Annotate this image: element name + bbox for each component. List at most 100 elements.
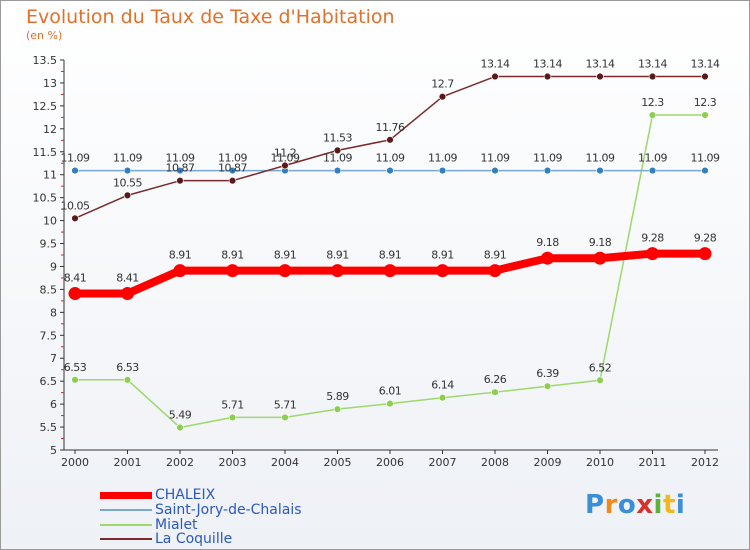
chart-title: Evolution du Taux de Taxe d'Habitation — [26, 6, 395, 28]
data-point-chaleix — [646, 247, 659, 261]
data-point-chaleix — [121, 287, 134, 301]
data-point-la-coquille — [386, 136, 394, 144]
data-label-mialet: 6.52 — [589, 361, 612, 374]
data-point-mialet — [123, 376, 132, 384]
data-point-chaleix — [68, 287, 82, 301]
data-point-mialet — [333, 405, 342, 413]
data-point-chaleix — [436, 264, 449, 278]
data-label-chaleix: 9.18 — [536, 236, 559, 249]
data-label-mialet: 6.01 — [379, 385, 402, 398]
data-point-la-coquille — [648, 72, 657, 81]
data-point-saint-jory-de-chalais — [228, 166, 237, 175]
logo-letter: x — [636, 490, 654, 520]
data-point-chaleix — [331, 264, 344, 278]
legend-swatch-chaleix — [100, 492, 152, 499]
data-point-chaleix — [698, 247, 712, 261]
data-point-la-coquille — [333, 146, 342, 155]
data-point-chaleix — [226, 264, 239, 278]
legend-swatch-la-coquille — [100, 538, 152, 540]
x-tick-label: 2009 — [534, 456, 562, 469]
data-label-la-coquille: 13.14 — [533, 58, 562, 71]
data-label-saint-jory-de-chalais: 11.09 — [586, 152, 615, 165]
y-tick-label: 9 — [50, 260, 57, 273]
y-tick-label: 6 — [50, 398, 57, 411]
chart-unit-label: (en %) — [26, 29, 63, 42]
y-tick-label: 10 — [43, 215, 57, 228]
data-point-mialet — [596, 376, 604, 384]
data-point-la-coquille — [543, 72, 552, 81]
x-tick-label: 2002 — [166, 456, 194, 469]
legend-label-chaleix: CHALEIX — [155, 487, 216, 503]
data-label-mialet: 6.26 — [484, 373, 507, 386]
data-label-chaleix: 8.91 — [326, 249, 349, 262]
data-label-saint-jory-de-chalais: 11.09 — [533, 152, 562, 165]
data-label-mialet: 5.49 — [169, 409, 192, 422]
logo-letter: i — [653, 490, 663, 520]
x-tick-label: 2005 — [324, 456, 352, 469]
data-label-saint-jory-de-chalais: 11.09 — [428, 152, 457, 165]
data-point-mialet — [543, 382, 552, 390]
legend-label-la-coquille: La Coquille — [155, 531, 233, 547]
logo-letter: P — [585, 490, 605, 520]
x-tick-label: 2001 — [114, 456, 142, 469]
data-label-la-coquille: 13.14 — [638, 58, 667, 71]
legend-swatch-mialet — [100, 524, 152, 526]
x-tick-label: 2012 — [691, 456, 719, 469]
data-label-la-coquille: 10.87 — [166, 162, 195, 175]
data-label-la-coquille: 10.55 — [113, 176, 142, 189]
y-tick-label: 11 — [43, 169, 57, 182]
data-label-mialet: 12.3 — [694, 96, 717, 109]
data-label-la-coquille: 13.14 — [481, 58, 510, 71]
data-label-la-coquille: 13.14 — [691, 58, 720, 71]
y-tick-label: 12.5 — [33, 100, 58, 113]
y-tick-label: 10.5 — [33, 192, 58, 205]
data-label-mialet: 12.3 — [641, 96, 664, 109]
x-tick-label: 2010 — [586, 456, 614, 469]
data-point-saint-jory-de-chalais — [333, 166, 342, 175]
data-point-la-coquille — [71, 214, 79, 222]
y-tick-label: 7.5 — [40, 329, 58, 342]
data-point-saint-jory-de-chalais — [648, 166, 657, 175]
data-point-la-coquille — [123, 191, 132, 200]
data-label-la-coquille: 13.14 — [586, 58, 615, 71]
data-label-mialet: 5.71 — [274, 398, 297, 411]
logo-letter: r — [604, 490, 618, 520]
data-point-chaleix — [383, 264, 397, 278]
x-tick-label: 2008 — [481, 456, 509, 469]
y-tick-label: 11.5 — [33, 146, 58, 159]
data-point-la-coquille — [596, 72, 604, 81]
data-point-saint-jory-de-chalais — [701, 166, 709, 175]
data-point-la-coquille — [281, 161, 289, 170]
data-point-mialet — [281, 413, 289, 422]
y-tick-label: 12 — [43, 123, 57, 136]
data-label-saint-jory-de-chalais: 11.09 — [271, 152, 300, 165]
data-point-saint-jory-de-chalais — [438, 166, 447, 175]
data-point-chaleix — [593, 251, 607, 265]
data-point-chaleix — [278, 264, 292, 278]
data-label-mialet: 6.53 — [64, 361, 87, 374]
data-point-saint-jory-de-chalais — [123, 166, 132, 175]
data-label-chaleix: 8.91 — [274, 249, 297, 262]
data-label-chaleix: 8.41 — [64, 272, 87, 285]
data-label-la-coquille: 11.53 — [323, 131, 352, 144]
data-point-chaleix — [541, 251, 554, 265]
data-point-chaleix — [488, 264, 502, 278]
y-tick-label: 7 — [50, 352, 57, 365]
data-label-saint-jory-de-chalais: 11.09 — [638, 152, 667, 165]
data-label-la-coquille: 10.05 — [61, 199, 90, 212]
data-label-la-coquille: 10.87 — [218, 162, 247, 175]
data-label-saint-jory-de-chalais: 11.09 — [113, 152, 142, 165]
y-tick-label: 8.5 — [40, 283, 58, 296]
data-label-chaleix: 8.41 — [116, 272, 139, 285]
data-point-saint-jory-de-chalais — [176, 166, 184, 175]
data-label-chaleix: 8.91 — [431, 249, 454, 262]
data-point-mialet — [648, 111, 657, 119]
logo-letter: o — [617, 490, 637, 520]
data-label-chaleix: 9.18 — [589, 236, 612, 249]
logo-letter: t — [662, 490, 676, 520]
data-point-mialet — [228, 413, 237, 422]
data-label-saint-jory-de-chalais: 11.09 — [481, 152, 510, 165]
y-tick-label: 5 — [50, 444, 57, 457]
y-tick-label: 9.5 — [40, 238, 58, 251]
data-point-la-coquille — [701, 72, 709, 81]
